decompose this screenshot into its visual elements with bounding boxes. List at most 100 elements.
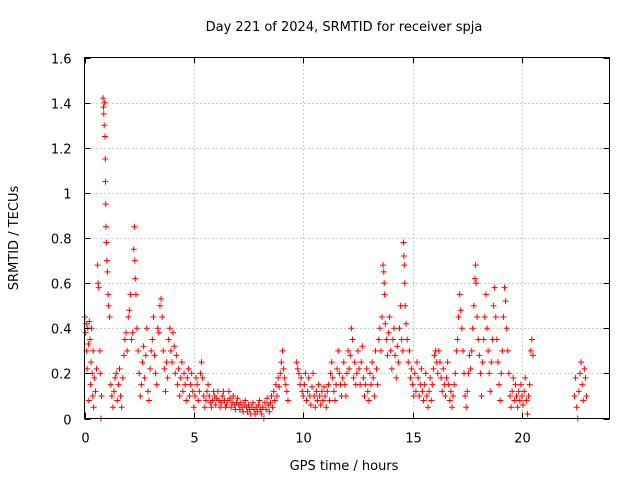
data-point	[267, 399, 274, 406]
data-point	[119, 374, 126, 381]
data-point	[470, 302, 477, 309]
y-tick-label: 1.4	[51, 98, 72, 113]
data-point	[515, 388, 522, 395]
data-point	[354, 347, 361, 354]
data-point	[176, 392, 183, 399]
data-point	[318, 388, 325, 395]
data-point	[463, 404, 470, 411]
data-point	[579, 381, 586, 388]
data-point	[183, 397, 190, 404]
y-axis-label: SRMTID / TECUs	[7, 186, 22, 291]
data-point	[149, 336, 156, 343]
data-point	[387, 347, 394, 354]
chart-title: Day 221 of 2024, SRMTID for receiver spj…	[206, 20, 483, 35]
data-point	[198, 359, 205, 366]
data-point	[194, 381, 201, 388]
axis-ticks: 0 0.2 0.4 0.6 0.8 1 1.2 1.4 1.6 0 5 10 15 20	[51, 53, 610, 447]
data-point	[466, 352, 473, 359]
data-point	[146, 397, 153, 404]
data-point	[169, 359, 175, 366]
data-point	[98, 392, 105, 399]
data-point	[166, 325, 173, 332]
data-point	[321, 383, 328, 390]
data-point	[380, 262, 387, 269]
data-point	[447, 388, 454, 395]
data-point	[366, 370, 373, 377]
data-point	[322, 392, 329, 399]
data-point	[191, 392, 198, 399]
data-point	[334, 365, 341, 372]
data-point	[120, 352, 127, 359]
data-point	[583, 392, 590, 399]
data-point	[335, 347, 342, 354]
data-point	[230, 392, 237, 399]
data-point	[328, 359, 335, 366]
data-point	[275, 374, 282, 381]
data-point	[284, 397, 291, 404]
data-point	[123, 329, 130, 336]
data-point	[325, 381, 332, 388]
data-point	[185, 365, 192, 372]
data-point	[502, 298, 509, 305]
data-point	[411, 370, 418, 377]
data-point	[116, 365, 123, 372]
data-point	[403, 320, 410, 327]
data-point	[84, 365, 91, 372]
data-point	[89, 392, 96, 399]
data-point	[348, 325, 355, 332]
data-point	[445, 381, 452, 388]
data-point	[301, 381, 308, 388]
data-point	[115, 381, 122, 388]
data-point	[167, 347, 174, 354]
data-point	[129, 329, 136, 336]
data-point	[505, 370, 512, 377]
data-point	[340, 359, 347, 366]
data-point	[394, 343, 401, 350]
data-point	[148, 347, 155, 354]
data-point	[139, 359, 146, 366]
data-point	[263, 406, 270, 413]
data-point	[342, 392, 349, 399]
data-point	[374, 381, 381, 388]
data-point	[526, 381, 533, 388]
plot-frame	[84, 57, 610, 419]
data-point	[90, 404, 97, 411]
data-point	[575, 388, 582, 395]
data-point	[376, 325, 383, 332]
data-point	[462, 392, 469, 399]
data-point	[85, 397, 92, 404]
data-point	[472, 262, 479, 269]
data-point	[471, 275, 478, 282]
data-point	[114, 397, 121, 404]
data-point	[175, 365, 182, 372]
data-point	[134, 325, 140, 332]
data-point	[220, 388, 227, 395]
data-point	[438, 374, 445, 381]
data-point	[326, 397, 333, 404]
data-point	[457, 307, 464, 314]
x-tick-label: 5	[190, 432, 198, 447]
y-tick-label: 0.6	[51, 278, 72, 293]
data-point	[309, 383, 315, 390]
data-point	[132, 291, 139, 298]
data-point	[365, 397, 372, 404]
data-point	[383, 336, 390, 343]
data-point	[474, 313, 481, 320]
data-point	[268, 392, 275, 399]
data-point	[492, 313, 499, 320]
data-point	[171, 343, 178, 350]
data-point	[345, 347, 352, 354]
data-point	[155, 329, 162, 336]
data-point	[484, 325, 490, 332]
data-point	[152, 370, 159, 377]
data-point	[512, 381, 519, 388]
data-point	[415, 374, 422, 381]
data-point	[465, 370, 472, 377]
data-point	[124, 347, 131, 354]
data-point	[102, 178, 109, 185]
data-point	[400, 253, 407, 260]
data-point	[186, 392, 193, 399]
data-point	[196, 388, 203, 395]
data-point	[490, 302, 497, 309]
